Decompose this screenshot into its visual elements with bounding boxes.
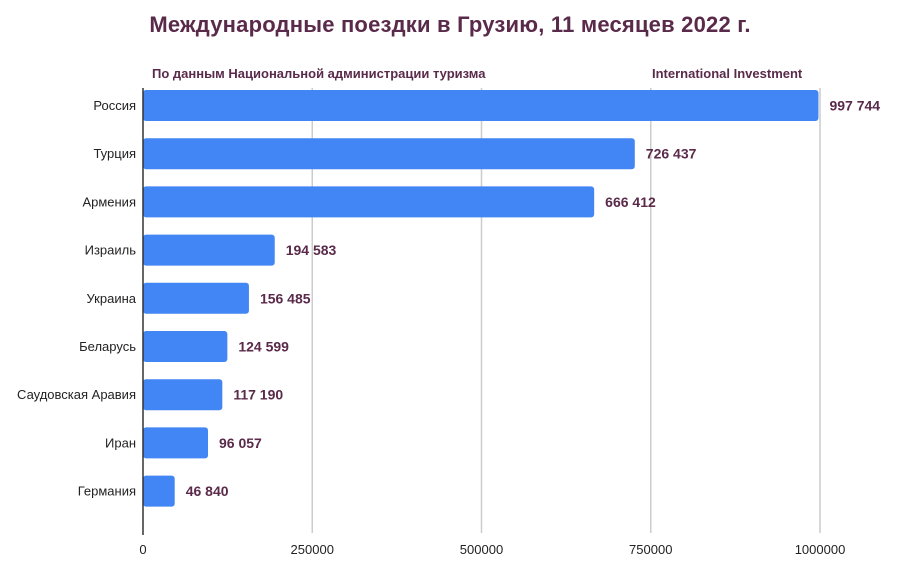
- category-label: Турция: [93, 146, 136, 161]
- category-label: Иран: [105, 435, 136, 450]
- category-label: Израиль: [85, 243, 137, 258]
- x-tick-label: 0: [139, 542, 146, 557]
- x-tick-label: 1000000: [795, 542, 846, 557]
- bar-8: [143, 475, 175, 507]
- value-label: 117 190: [233, 387, 283, 403]
- value-label: 666 412: [605, 194, 656, 210]
- category-label: Германия: [78, 484, 136, 499]
- category-label: Беларусь: [79, 339, 136, 354]
- value-label: 156 485: [260, 290, 311, 306]
- category-label: Армения: [82, 194, 136, 209]
- source-note: По данным Национальной администрации тур…: [152, 66, 486, 81]
- bar-4: [143, 282, 249, 314]
- value-label: 726 437: [646, 146, 697, 162]
- value-label: 46 840: [186, 483, 229, 499]
- category-label: Украина: [87, 291, 137, 306]
- category-label: Россия: [93, 98, 136, 113]
- value-label: 96 057: [219, 435, 262, 451]
- bar-0: [143, 90, 819, 121]
- category-label: Саудовская Аравия: [17, 387, 136, 402]
- bar-5: [143, 331, 228, 362]
- bar-1: [143, 138, 635, 170]
- value-label: 997 744: [829, 98, 880, 114]
- bars: [143, 90, 819, 507]
- publisher-label: International Investment: [652, 66, 803, 81]
- value-label: 124 599: [238, 339, 289, 355]
- bar-3: [143, 234, 275, 266]
- chart-title: Международные поездки в Грузию, 11 месяц…: [149, 12, 751, 37]
- labels: 0 250000 500000 750000 1000000 Россия 997 744 Т…: [17, 98, 880, 558]
- value-label: 194 583: [286, 242, 337, 258]
- x-tick-label: 500000: [460, 542, 503, 557]
- bar-2: [143, 186, 595, 218]
- bar-7: [143, 427, 209, 459]
- bar-6: [143, 379, 223, 411]
- x-tick-label: 750000: [629, 542, 672, 557]
- x-tick-label: 250000: [291, 542, 334, 557]
